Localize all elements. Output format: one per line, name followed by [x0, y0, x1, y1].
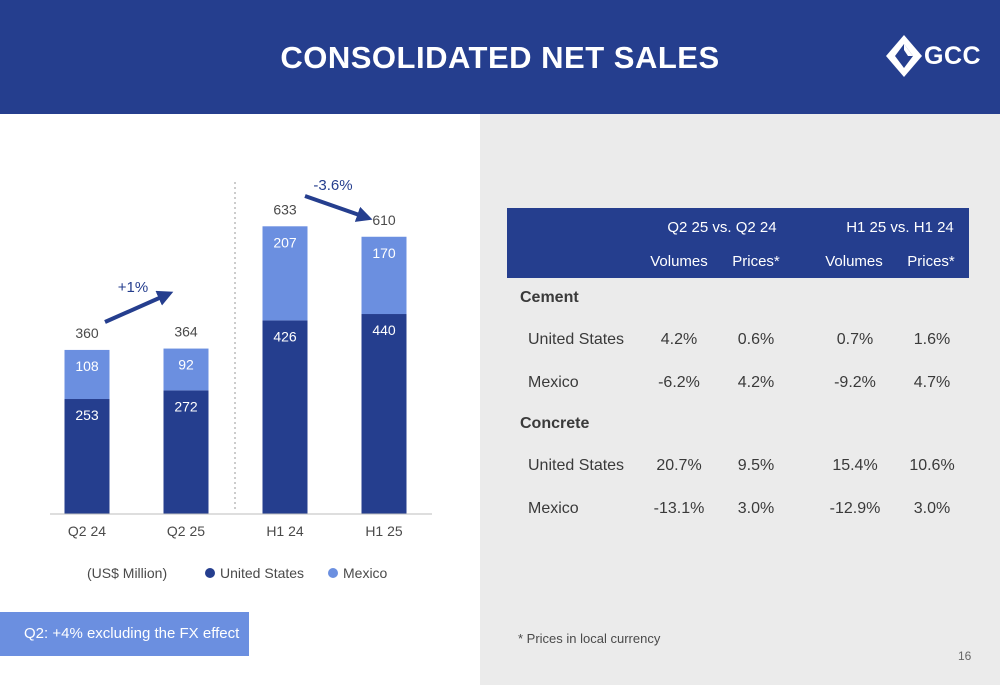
- logo-text: GCC: [924, 42, 982, 70]
- row-label: Mexico: [528, 374, 579, 391]
- bar-value-label: 170: [372, 245, 396, 261]
- change-arrow: [304, 194, 373, 222]
- change-annotation-label: +1%: [118, 279, 148, 296]
- bar-mexico: [361, 236, 407, 315]
- table-header: Q2 25 vs. Q2 24 H1 25 vs. H1 24 Volumes …: [507, 208, 969, 278]
- x-tick-label: Q2 25: [167, 523, 205, 539]
- bar-total-label: 633: [273, 201, 297, 217]
- bar-total-label: 360: [75, 325, 99, 341]
- bar-value-label: 207: [273, 234, 297, 250]
- table-cell: -12.9%: [829, 500, 881, 517]
- net-sales-chart: 253 108 360 Q2 24 272 92 364 Q2 25 426 207 633 H1 2…: [50, 177, 432, 539]
- legend-item-united-states: United States: [205, 565, 304, 583]
- footnote: * Prices in local currency: [518, 631, 661, 646]
- table-cell: 20.7%: [656, 457, 702, 474]
- row-label: United States: [528, 331, 625, 348]
- legend-swatch-united-states: [205, 568, 215, 579]
- unit-label: (US$ Million): [87, 565, 168, 581]
- x-tick-label: H1 25: [365, 523, 403, 539]
- table-sub-header: Volumes: [825, 253, 883, 270]
- header-bar: [0, 0, 1000, 114]
- x-tick-label: Q2 24: [68, 523, 106, 539]
- fx-note: Q2: +4% excluding the FX effect: [0, 612, 249, 656]
- table-cell: 10.6%: [909, 457, 955, 474]
- bar-mexico: [262, 226, 308, 321]
- table-cell: 4.2%: [660, 331, 698, 348]
- bar-value-label: 108: [75, 358, 99, 374]
- bar-value-label: 253: [75, 407, 99, 423]
- gcc-logo-icon: [886, 35, 922, 77]
- gcc-logo: GCC: [884, 33, 984, 79]
- change-annotation-label: -3.6%: [313, 177, 352, 194]
- bar-mexico: [163, 348, 209, 391]
- table-cell: 1.6%: [913, 331, 951, 348]
- page-number: 16: [958, 649, 972, 663]
- section-label-concrete: Concrete: [520, 415, 590, 432]
- table-cell: 3.0%: [913, 500, 951, 517]
- page-title: CONSOLIDATED NET SALES: [280, 40, 720, 75]
- table-cell: -13.1%: [653, 500, 705, 517]
- row-label: Mexico: [528, 500, 579, 517]
- bar-value-label: 272: [174, 398, 198, 414]
- table-sub-header: Volumes: [650, 253, 708, 270]
- table-cell: -6.2%: [658, 374, 700, 391]
- bar-value-label: 440: [372, 322, 396, 338]
- row-label: United States: [528, 457, 625, 474]
- bar-united-states: [64, 399, 110, 514]
- table-cell: 15.4%: [832, 457, 878, 474]
- table-cell: 9.5%: [737, 457, 775, 474]
- section-label-cement: Cement: [520, 289, 579, 306]
- legend-swatch-mexico: [328, 568, 338, 579]
- table-cell: -9.2%: [834, 374, 876, 391]
- table-sub-header: Prices*: [732, 253, 780, 270]
- table-cell: 0.7%: [836, 331, 874, 348]
- legend-label: United States: [220, 565, 305, 581]
- table-cell: 0.6%: [737, 331, 775, 348]
- legend-item-mexico: Mexico: [328, 565, 387, 583]
- bar-united-states: [361, 314, 407, 514]
- table-sub-header: Prices*: [907, 253, 955, 270]
- bar-total-label: 610: [372, 212, 396, 228]
- bar-united-states: [262, 320, 308, 514]
- table-cell: 4.7%: [913, 374, 951, 391]
- table-group-header: Q2 25 vs. Q2 24: [667, 219, 777, 236]
- change-arrow: [104, 290, 174, 324]
- table-cell: 4.2%: [737, 374, 775, 391]
- legend-label: Mexico: [343, 565, 388, 581]
- table-cell: 3.0%: [737, 500, 775, 517]
- table-group-header: H1 25 vs. H1 24: [846, 219, 954, 236]
- table-panel: [480, 114, 1000, 685]
- x-tick-label: H1 24: [266, 523, 304, 539]
- bar-mexico: [64, 349, 110, 400]
- bar-total-label: 364: [174, 324, 198, 340]
- bar-value-label: 92: [178, 357, 194, 373]
- bar-united-states: [163, 390, 209, 514]
- bar-value-label: 426: [273, 328, 297, 344]
